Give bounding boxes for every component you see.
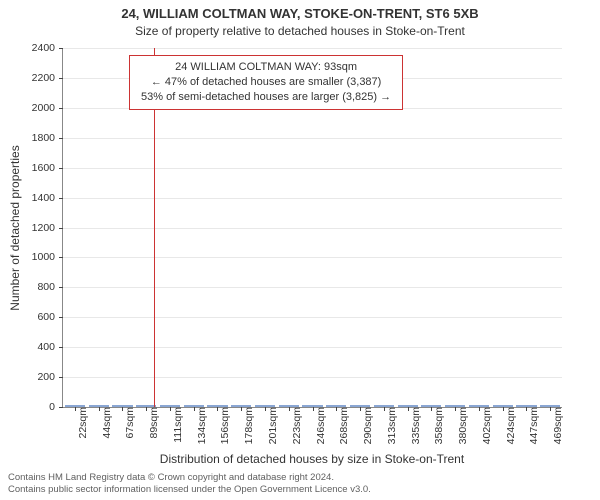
chart-title-sub: Size of property relative to detached ho… (0, 24, 600, 38)
attribution-line1: Contains HM Land Registry data © Crown c… (8, 472, 592, 484)
bar-slot: 22sqm (63, 405, 87, 407)
x-tick-label: 268sqm (332, 407, 350, 444)
x-tick-label: 156sqm (213, 407, 231, 444)
x-tick-label: 22sqm (71, 407, 89, 439)
x-tick-label: 246sqm (309, 407, 327, 444)
bar-slot: 134sqm (182, 405, 206, 407)
bar-slot: 111sqm (158, 405, 182, 407)
annotation-line2: ← 47% of detached houses are smaller (3,… (136, 75, 396, 90)
bar-slot: 358sqm (419, 405, 443, 407)
x-tick-label: 134sqm (190, 407, 208, 444)
x-tick-label: 313sqm (380, 407, 398, 444)
bar-slot: 313sqm (372, 405, 396, 407)
y-tick-label: 200 (37, 371, 63, 383)
x-tick-label: 89sqm (142, 407, 160, 439)
bar-slot: 424sqm (491, 405, 515, 407)
y-axis-label-container: Number of detached properties (8, 48, 22, 408)
x-tick-label: 335sqm (404, 407, 422, 444)
x-tick-label: 469sqm (546, 407, 564, 444)
x-tick-label: 447sqm (522, 407, 540, 444)
annotation-line3: 53% of semi-detached houses are larger (… (136, 90, 396, 105)
y-tick-label: 800 (37, 281, 63, 293)
y-tick-label: 1200 (32, 222, 63, 234)
y-tick-label: 1000 (32, 251, 63, 263)
y-tick-label: 1800 (32, 132, 63, 144)
bar-slot: 335sqm (396, 405, 420, 407)
x-tick-label: 358sqm (427, 407, 445, 444)
x-tick-label: 178sqm (237, 407, 255, 444)
bar-slot: 268sqm (324, 405, 348, 407)
attribution-line2: Contains public sector information licen… (8, 484, 592, 496)
chart-container: 24, WILLIAM COLTMAN WAY, STOKE-ON-TRENT,… (0, 0, 600, 500)
bar-slot: 201sqm (253, 405, 277, 407)
bar-slot: 156sqm (206, 405, 230, 407)
y-tick-label: 600 (37, 311, 63, 323)
bar-slot: 290sqm (348, 405, 372, 407)
bar-slot: 447sqm (515, 405, 539, 407)
y-tick-label: 2400 (32, 42, 63, 54)
annotation-box: 24 WILLIAM COLTMAN WAY: 93sqm← 47% of de… (129, 55, 403, 110)
bar-slot: 246sqm (301, 405, 325, 407)
x-tick-label: 111sqm (166, 407, 184, 443)
bar-slot: 380sqm (443, 405, 467, 407)
annotation-line1: 24 WILLIAM COLTMAN WAY: 93sqm (136, 60, 396, 75)
y-tick-label: 1600 (32, 162, 63, 174)
bar-slot: 223sqm (277, 405, 301, 407)
y-axis-label: Number of detached properties (8, 145, 22, 310)
x-tick-label: 380sqm (451, 407, 469, 444)
plot-area: 22sqm44sqm67sqm89sqm111sqm134sqm156sqm17… (62, 48, 562, 408)
y-tick-label: 2200 (32, 72, 63, 84)
y-tick-label: 2000 (32, 102, 63, 114)
x-tick-label: 67sqm (118, 407, 136, 439)
y-tick-label: 400 (37, 341, 63, 353)
x-tick-label: 201sqm (261, 407, 279, 444)
x-tick-label: 424sqm (499, 407, 517, 444)
chart-title-main: 24, WILLIAM COLTMAN WAY, STOKE-ON-TRENT,… (0, 6, 600, 21)
x-tick-label: 290sqm (356, 407, 374, 444)
bar-slot: 178sqm (229, 405, 253, 407)
y-tick-label: 1400 (32, 192, 63, 204)
x-tick-label: 402sqm (475, 407, 493, 444)
x-tick-label: 223sqm (285, 407, 303, 444)
x-tick-label: 44sqm (95, 407, 113, 439)
bar-slot: 44sqm (87, 405, 111, 407)
bar-slot: 469sqm (538, 405, 562, 407)
bar-slot: 402sqm (467, 405, 491, 407)
y-tick-label: 0 (49, 401, 63, 413)
attribution: Contains HM Land Registry data © Crown c… (8, 472, 592, 496)
bar-slot: 67sqm (111, 405, 135, 407)
x-axis-label: Distribution of detached houses by size … (62, 452, 562, 466)
